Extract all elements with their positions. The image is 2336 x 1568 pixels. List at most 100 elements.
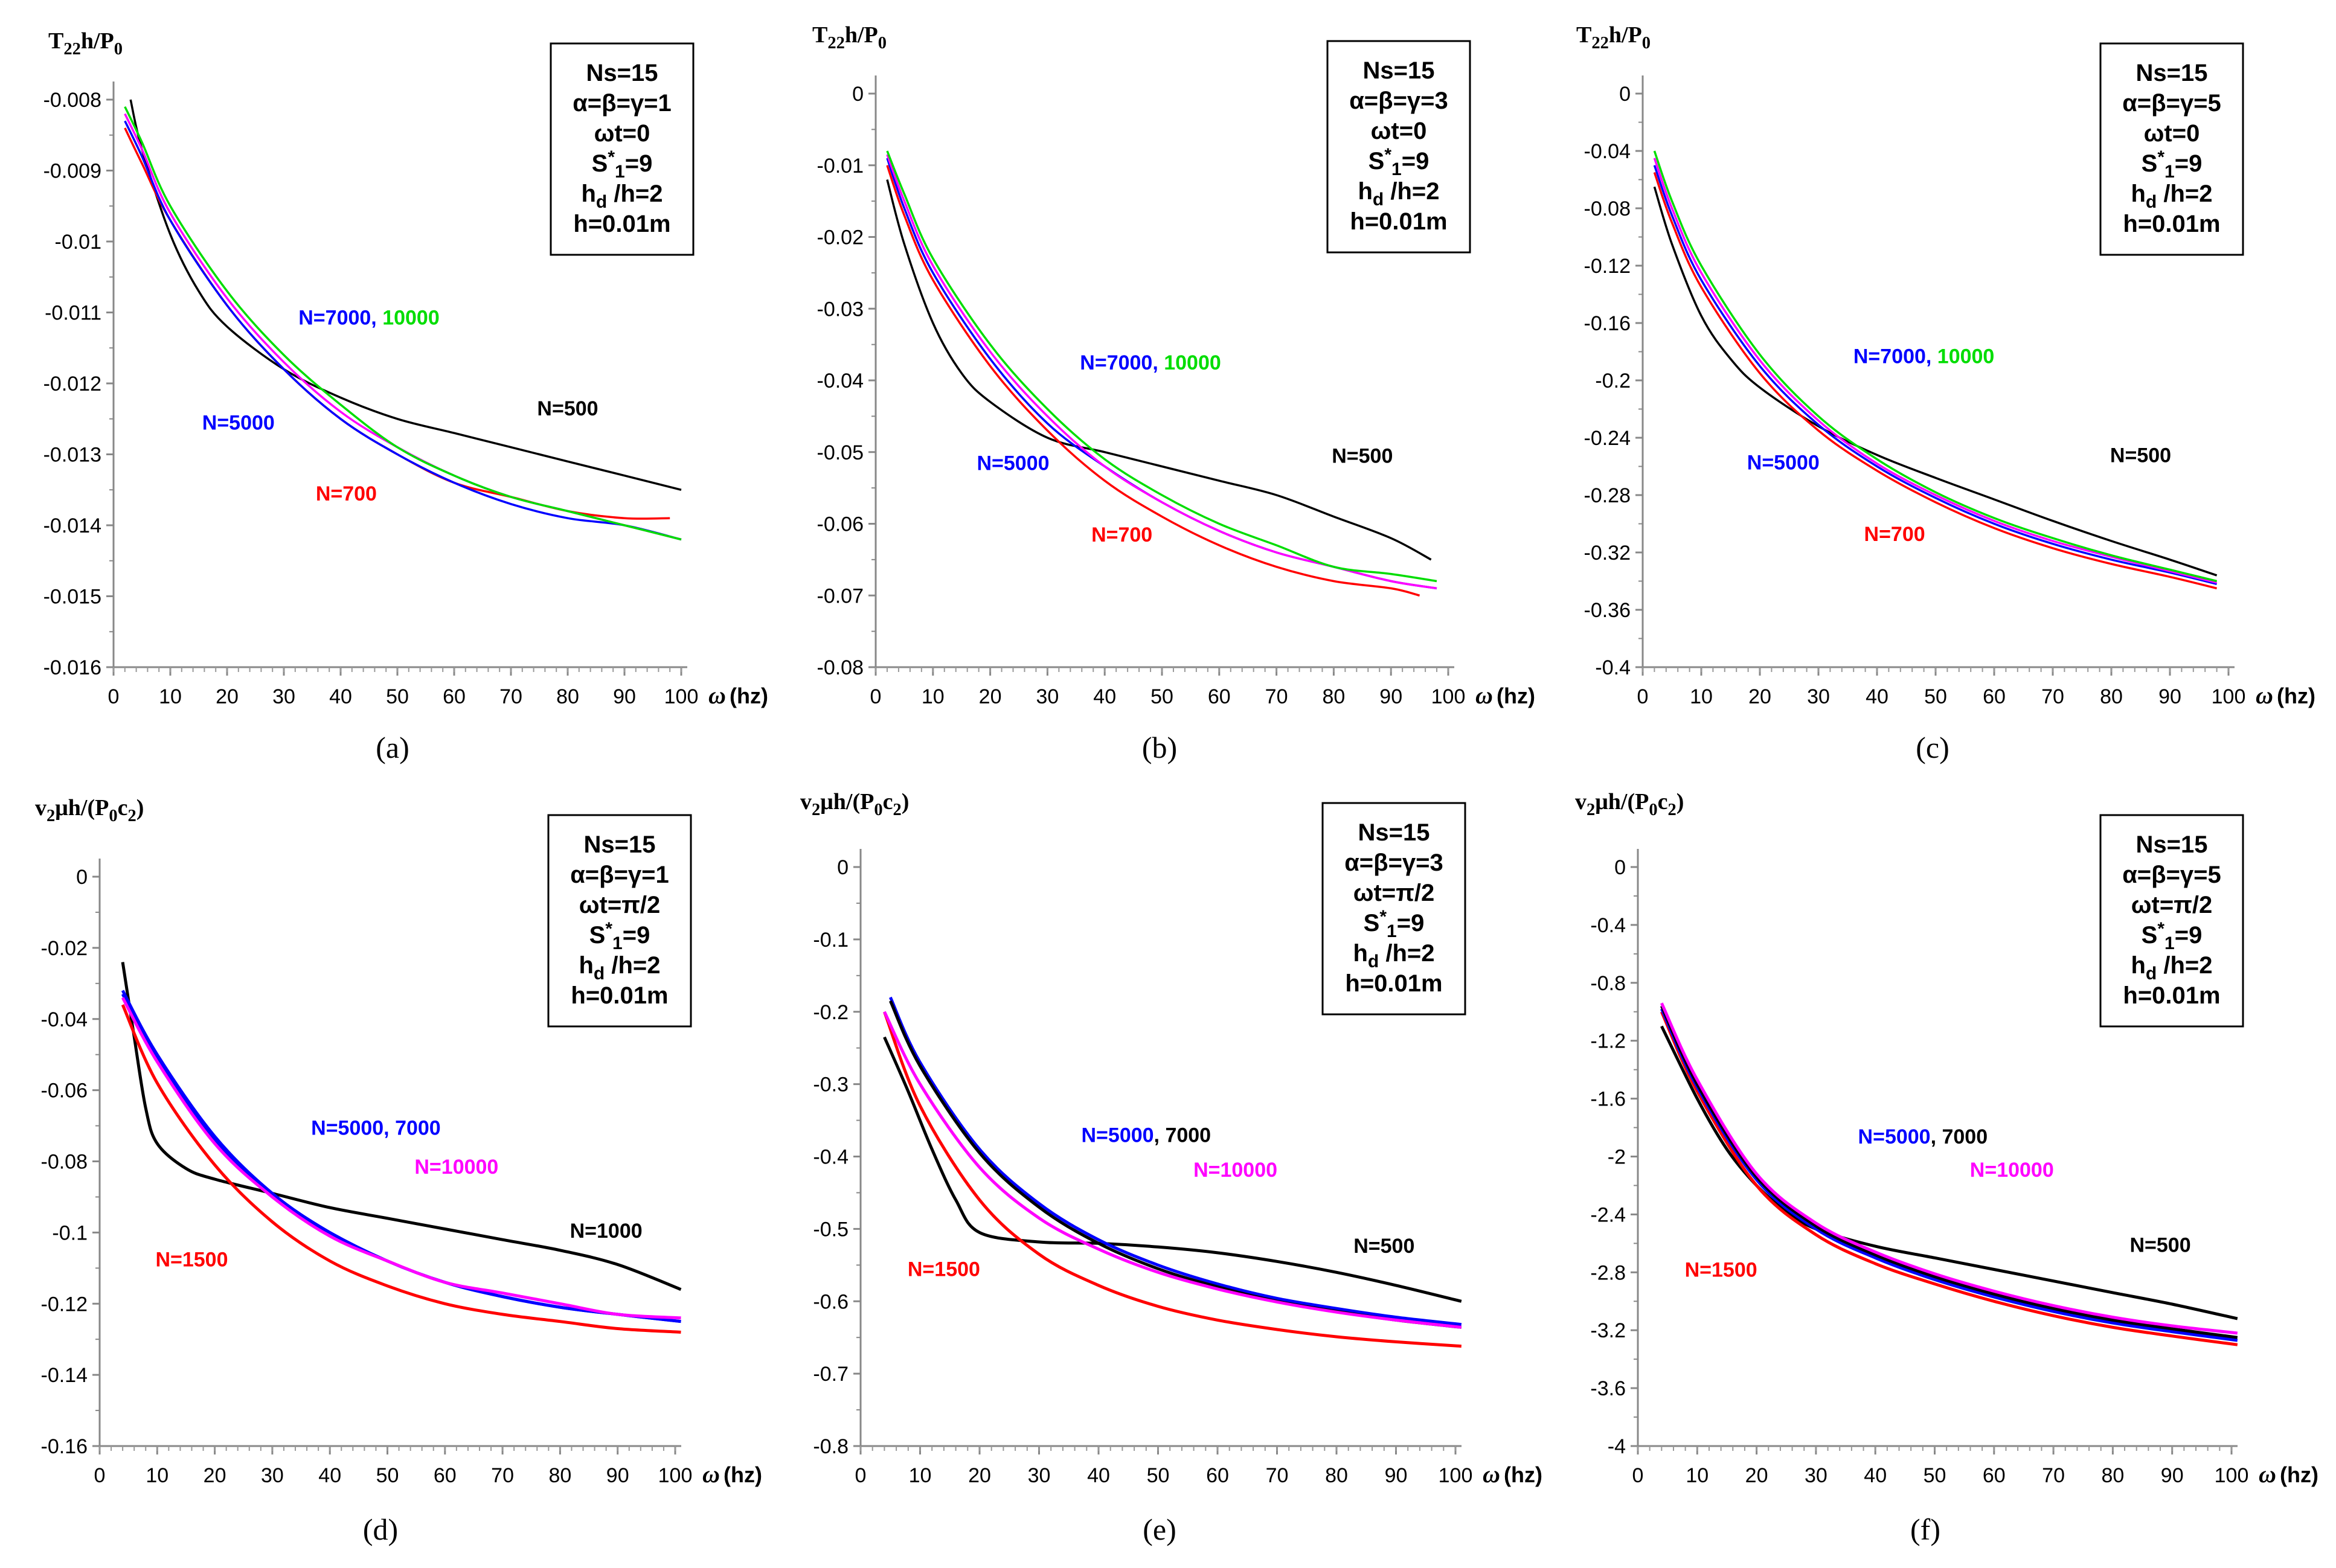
y-tick-label: -0.4 — [1595, 656, 1631, 679]
series-line — [129, 99, 682, 491]
series-line — [121, 962, 682, 1291]
x-tick-label: 50 — [1924, 685, 1947, 708]
x-tick-label: 100 — [1431, 685, 1466, 708]
info-box-line: Ns=15 — [2136, 60, 2208, 86]
y-tick-label: -0.02 — [817, 226, 864, 249]
y-tick-label: -0.16 — [41, 1435, 88, 1458]
info-box-line: S*1=9 — [2142, 919, 2203, 953]
x-axis-unit: (hz) — [730, 683, 768, 708]
x-tick-label: 10 — [1690, 685, 1713, 708]
panel-caption: (c) — [1916, 731, 1949, 764]
info-box-line: ωt=0 — [1371, 118, 1427, 144]
series-annotation: N=5000, 7000 — [311, 1116, 441, 1139]
x-tick-label: 60 — [1208, 685, 1231, 708]
x-axis-label: ω — [1483, 1461, 1500, 1488]
info-box-line: hd /h=2 — [2131, 181, 2212, 212]
y-tick-label: -0.016 — [43, 656, 101, 679]
x-tick-label: 0 — [1637, 685, 1649, 708]
x-axis-label: ω — [1475, 682, 1493, 709]
x-axis-unit: (hz) — [2280, 1462, 2318, 1487]
info-box-line: α=β=γ=1 — [573, 90, 672, 117]
x-tick-label: 10 — [146, 1464, 168, 1487]
x-tick-label: 10 — [159, 685, 182, 708]
y-axis-label: v2μh/(P0c2) — [800, 789, 909, 819]
info-box-line: S*1=9 — [2142, 147, 2203, 182]
chart-panel-f: 0 -0.4 -0.8 -1.2 -1.6 -2 -2.4 -2.8 -3.2 -3.6 -4 0 10… — [1575, 789, 2318, 1546]
panel-caption: (e) — [1143, 1512, 1176, 1546]
y-tick-label: -0.012 — [43, 373, 101, 395]
y-tick-label: -0.24 — [1584, 427, 1631, 450]
x-axis-label: ω — [702, 1461, 720, 1488]
x-tick-label: 0 — [94, 1464, 106, 1487]
info-box-line: S*1=9 — [589, 919, 650, 953]
x-tick-label: 50 — [1150, 685, 1173, 708]
series-line — [1660, 1011, 2238, 1346]
series-annotation: N=500 — [1332, 445, 1393, 468]
y-tick-label: -0.06 — [817, 513, 864, 536]
series-line — [883, 1011, 1462, 1348]
x-tick-label: 80 — [548, 1464, 571, 1487]
info-box-line: h=0.01m — [1350, 208, 1447, 235]
series-line — [883, 1011, 1462, 1329]
info-box-line: Ns=15 — [586, 60, 658, 86]
y-tick-label: -0.07 — [817, 584, 864, 607]
y-tick-label: -0.01 — [817, 155, 864, 178]
x-tick-label: 70 — [1266, 1464, 1289, 1487]
y-tick-label: -0.1 — [813, 929, 849, 952]
info-box-line: hd /h=2 — [2131, 952, 2212, 984]
x-tick-label: 10 — [922, 685, 945, 708]
x-tick-label: 80 — [1325, 1464, 1348, 1487]
series-line — [889, 996, 1462, 1326]
x-tick-label: 20 — [216, 685, 239, 708]
y-tick-label: -0.08 — [1584, 197, 1631, 220]
x-tick-label: 30 — [1028, 1464, 1051, 1487]
y-tick-label: 0 — [852, 83, 864, 106]
series-annotation: N=5000 — [202, 411, 275, 434]
info-box-line: S*1=9 — [1364, 907, 1425, 941]
series-line — [1653, 172, 2218, 590]
x-tick-label: 100 — [1439, 1464, 1473, 1487]
x-tick-label: 0 — [108, 685, 120, 708]
info-box-line: Ns=15 — [584, 831, 656, 858]
chart-panel-c: 0 -0.04 -0.08 -0.12 -0.16 -0.2 -0.24 -0.28 -0.32… — [1576, 22, 2315, 764]
y-tick-label: -0.8 — [1590, 972, 1626, 995]
y-tick-label: -0.32 — [1584, 542, 1631, 565]
x-tick-label: 0 — [870, 685, 882, 708]
series-line — [886, 179, 1432, 561]
x-tick-label: 40 — [1093, 685, 1116, 708]
info-box-line: h=0.01m — [571, 982, 668, 1009]
y-tick-label: -2.8 — [1590, 1261, 1626, 1284]
series-line — [121, 993, 681, 1323]
x-tick-label: 0 — [855, 1464, 867, 1487]
info-box-line: hd /h=2 — [1353, 940, 1434, 971]
series-annotation: N=1500 — [908, 1258, 980, 1281]
y-tick-label: -0.08 — [817, 656, 864, 679]
x-tick-label: 80 — [1322, 685, 1345, 708]
x-tick-label: 70 — [491, 1464, 514, 1487]
series-line — [886, 150, 1437, 583]
y-tick-label: -2 — [1608, 1146, 1626, 1169]
info-box-line: Ns=15 — [1363, 57, 1435, 84]
x-tick-label: 50 — [1924, 1464, 1946, 1487]
x-tick-label: 70 — [2042, 1464, 2065, 1487]
y-tick-label: -0.14 — [41, 1364, 88, 1387]
y-tick-label: -0.6 — [813, 1290, 849, 1313]
series-line — [1653, 150, 2218, 583]
info-box-line: h=0.01m — [2123, 211, 2220, 237]
x-tick-label: 40 — [318, 1464, 341, 1487]
x-tick-label: 90 — [1379, 685, 1402, 708]
y-tick-label: -0.16 — [1584, 312, 1631, 335]
y-tick-label: -0.013 — [43, 444, 101, 467]
x-tick-label: 0 — [1632, 1464, 1644, 1487]
series-line — [124, 120, 682, 541]
panel-caption: (d) — [363, 1512, 398, 1546]
x-tick-label: 90 — [2158, 685, 2181, 708]
series-line — [1653, 165, 2218, 585]
series-annotation: N=10000 — [414, 1156, 498, 1179]
y-axis-label: T22h/P0 — [812, 22, 887, 53]
x-tick-label: 60 — [1983, 685, 2006, 708]
info-box-line: Ns=15 — [1358, 819, 1430, 846]
x-axis-label: ω — [2259, 1461, 2276, 1488]
y-tick-label: -2.4 — [1590, 1203, 1626, 1226]
y-tick-label: -0.36 — [1584, 599, 1631, 622]
